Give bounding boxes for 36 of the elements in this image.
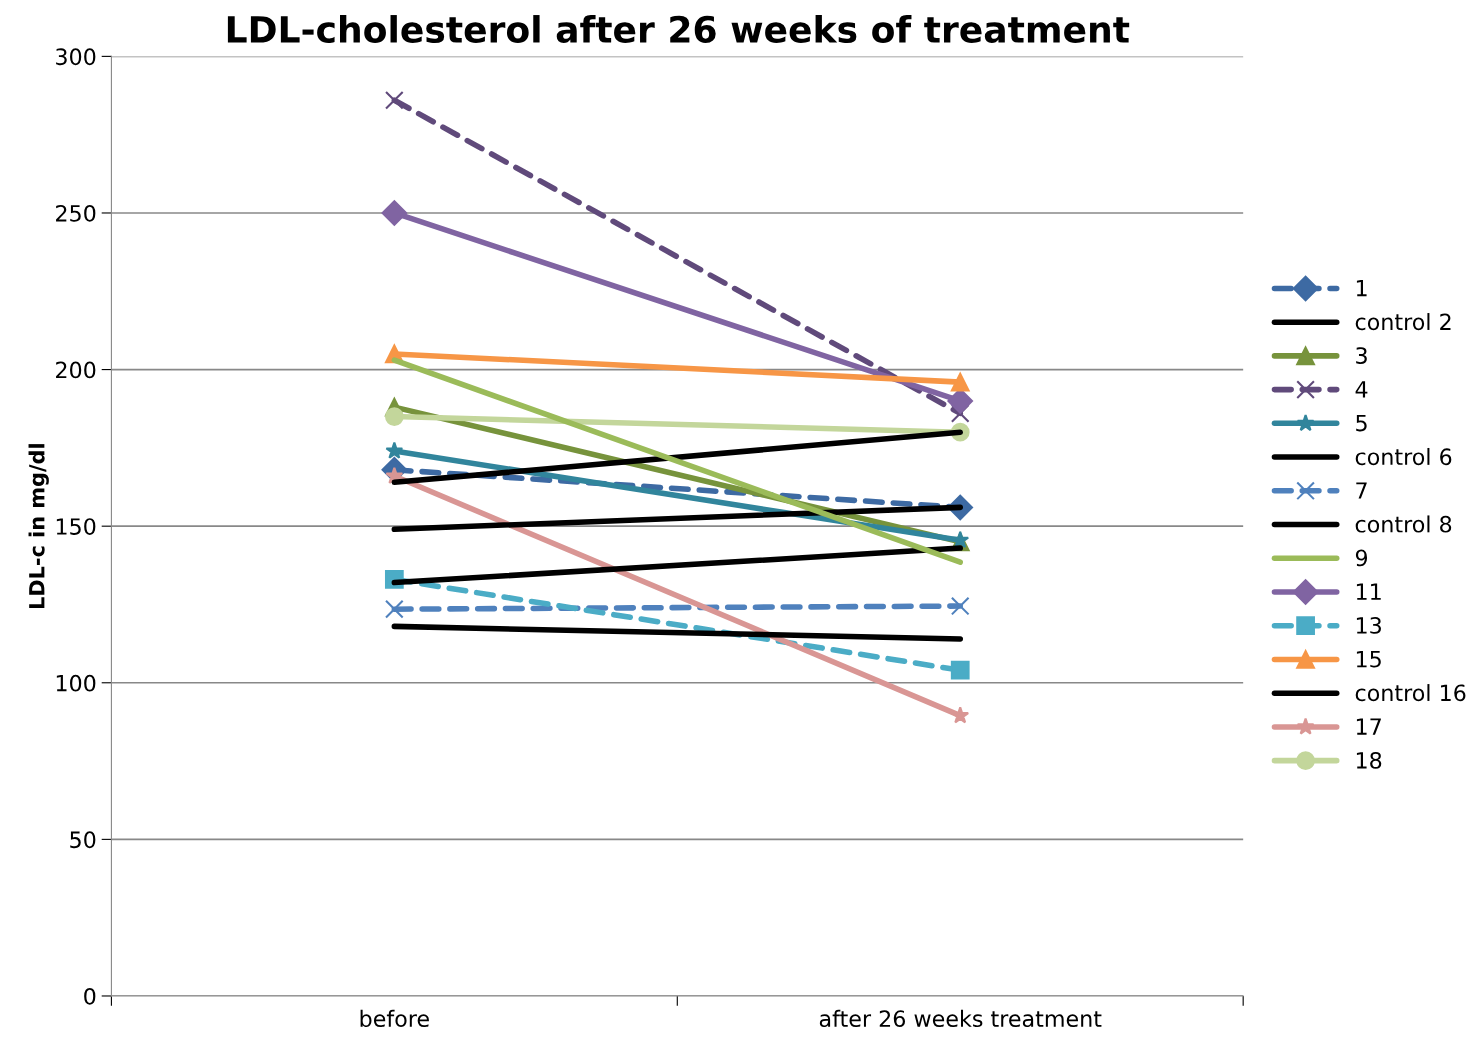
point [950,404,970,423]
point [384,599,404,619]
legend-label: 11 [1356,583,1381,600]
point [950,596,970,616]
legend-label: 9 [1355,549,1368,567]
y-tick-label: 0 [84,987,96,1005]
legend-label: 18 [1356,751,1382,769]
point [950,660,970,680]
y-tick-label: 150 [56,518,96,535]
y-tick-label: 100 [56,674,96,692]
legend-label: 7 [1356,482,1367,499]
x-tick-label: after 26 weeks treatment [819,1009,1102,1028]
point [381,200,408,226]
legend-label: 4 [1355,381,1368,398]
legend-label: control 2 [1355,313,1451,331]
y-tick-label: 50 [70,831,96,849]
y-tick-label: 250 [56,204,96,222]
y-axis-title: LDL-c in mg/dl [28,444,49,609]
y-tick-label: 300 [56,48,96,66]
legend-label: 3 [1356,347,1367,364]
point [950,372,970,392]
legend-label: control 16 [1355,684,1466,702]
point [385,441,404,459]
legend-label: control 8 [1355,515,1452,533]
point [384,407,404,426]
chart-title: LDL-cholesterol after 26 weeks of treatment [227,15,1130,43]
legend-label: 5 [1356,414,1367,432]
x-tick-label: before [360,1009,429,1028]
legend-label: 1 [1356,280,1367,297]
legend-label: 17 [1356,718,1381,735]
point [947,388,974,414]
legend-label: 15 [1356,651,1381,668]
legend-label: control 6 [1355,447,1452,466]
legend-label: 13 [1356,617,1381,634]
y-tick-label: 200 [56,361,96,379]
point [384,90,404,110]
